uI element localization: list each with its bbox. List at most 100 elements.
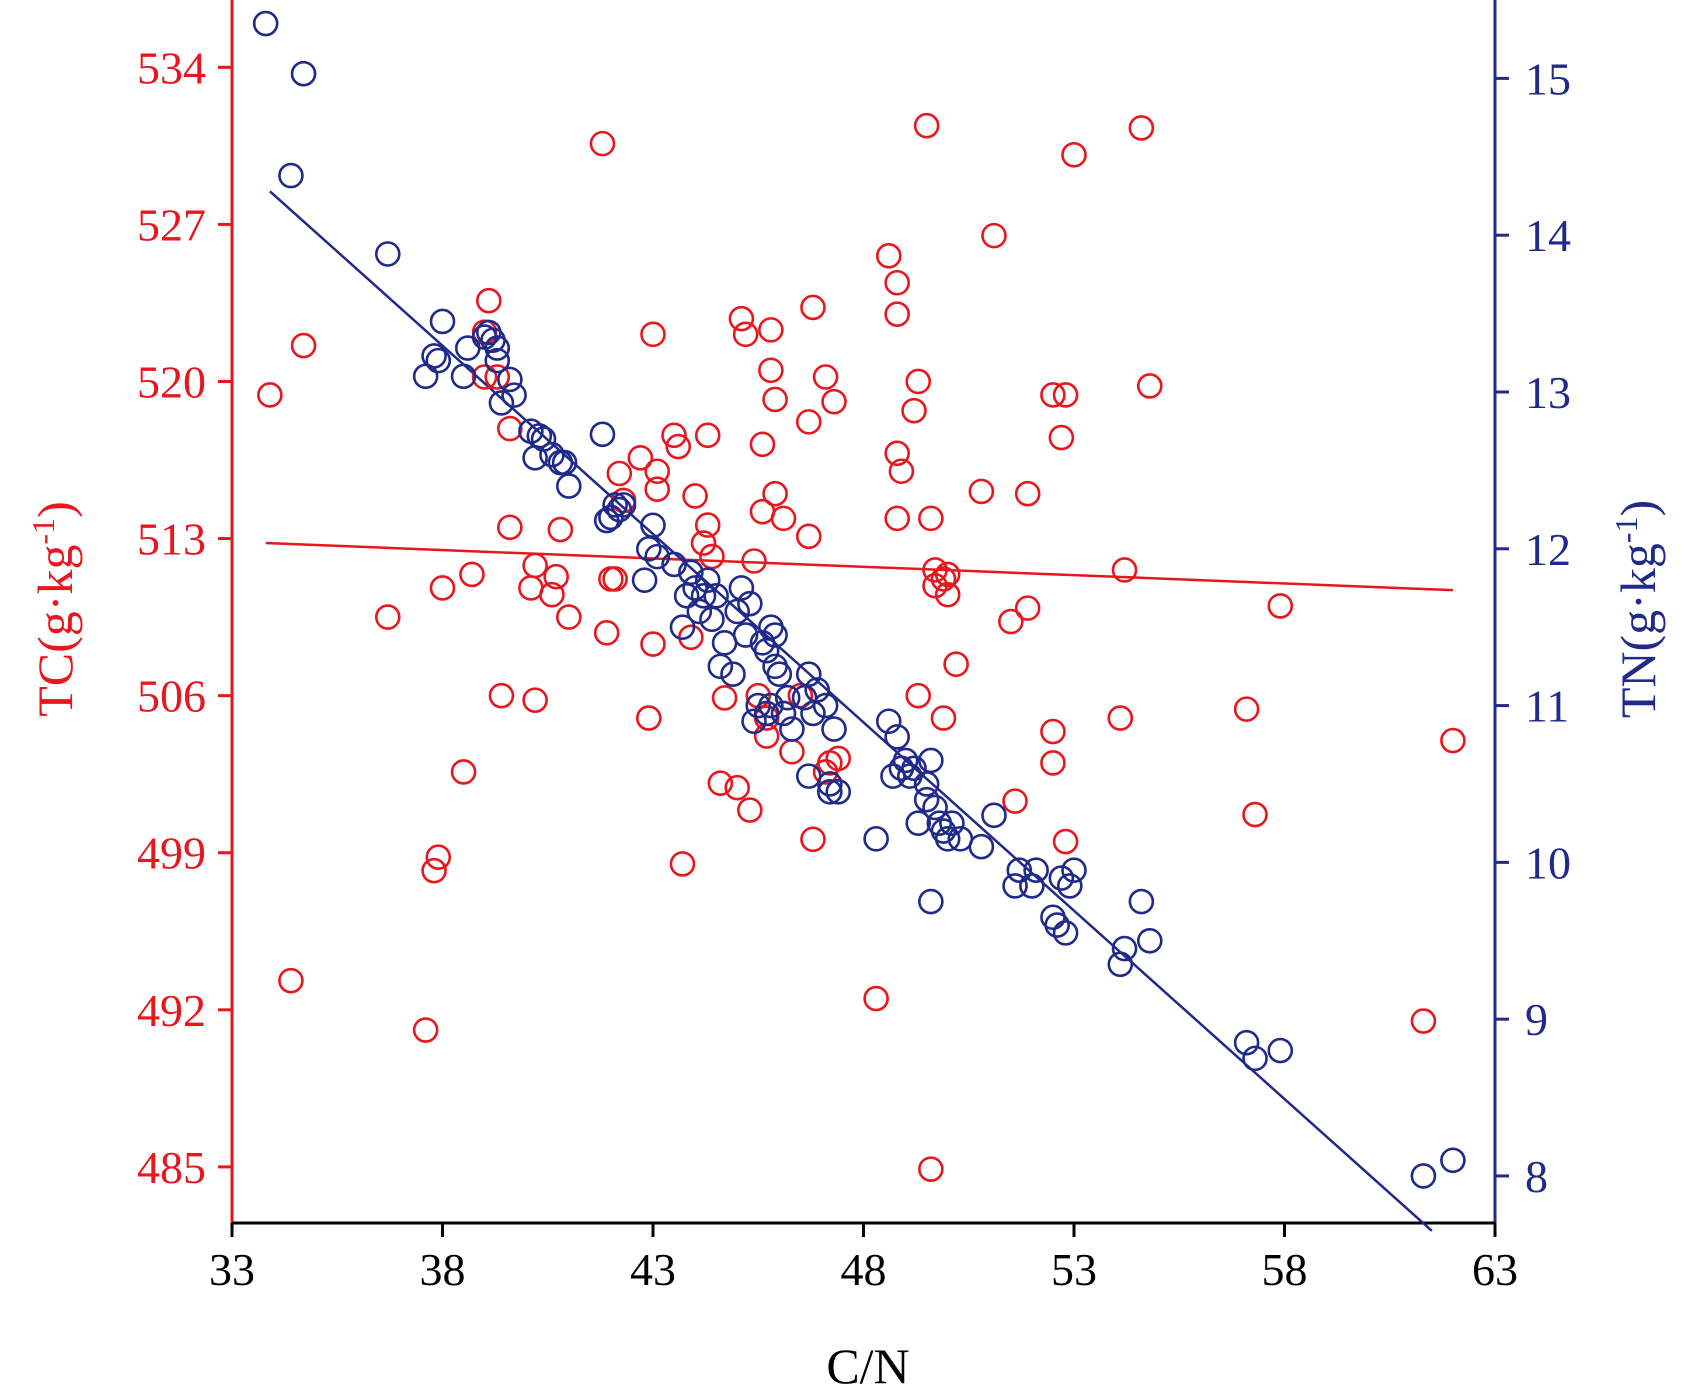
tc-point — [922, 557, 948, 583]
tc-point — [635, 705, 662, 731]
tn-point — [484, 347, 511, 374]
tn-point — [728, 575, 755, 601]
tn-point — [484, 335, 511, 361]
x-tick-label: 48 — [841, 1244, 887, 1295]
tn-point — [821, 716, 847, 742]
y-left-tick-label: 506 — [137, 671, 206, 722]
tc-point — [998, 608, 1024, 635]
tn-point — [1048, 865, 1075, 891]
y-right-tick-label: 11 — [1525, 681, 1569, 732]
tc-point — [762, 386, 788, 413]
tc-point — [1107, 705, 1134, 731]
tc-point — [644, 458, 671, 485]
tn-point — [1128, 888, 1155, 915]
tn-point — [501, 382, 527, 408]
tn-point — [1006, 857, 1033, 884]
x-tick-label: 33 — [209, 1244, 255, 1295]
tn-point — [875, 708, 902, 735]
tn-point — [678, 559, 704, 586]
tc-point — [1052, 382, 1079, 408]
tc-point — [690, 530, 717, 556]
x-tick-label: 43 — [630, 1244, 676, 1295]
tc-point — [471, 364, 498, 390]
tc-point — [981, 222, 1007, 249]
y-right-tick-label: 10 — [1525, 837, 1571, 888]
tn-point — [817, 779, 843, 805]
tc-point — [518, 575, 544, 601]
y-right-tick-label: 9 — [1525, 994, 1548, 1045]
tc-point — [884, 269, 910, 296]
tn-point — [686, 598, 713, 625]
tn-point — [610, 492, 637, 518]
tn-point — [640, 512, 666, 539]
tc-point — [1002, 788, 1028, 814]
tc-point — [694, 422, 721, 449]
tn-point — [1440, 1147, 1466, 1174]
tc-point — [800, 826, 826, 853]
y-left-tick-label: 513 — [137, 514, 206, 565]
tn-point — [290, 60, 317, 87]
tn-point — [1267, 1037, 1294, 1064]
tn-point — [606, 496, 633, 523]
tn-point — [758, 692, 784, 719]
tn-point — [711, 630, 738, 656]
tc-point — [522, 687, 548, 713]
tn-point — [779, 716, 805, 742]
tc-point — [762, 480, 788, 507]
tn-point — [1233, 1029, 1260, 1056]
tn-point — [884, 724, 910, 750]
tc-point — [943, 651, 969, 678]
x-tick-label: 58 — [1262, 1244, 1308, 1295]
tn-point — [497, 366, 523, 393]
tn-point — [555, 473, 582, 499]
tn-point — [488, 390, 515, 416]
tc-point — [425, 844, 452, 871]
tn-point — [905, 810, 932, 836]
tc-point — [821, 388, 847, 415]
tc-point — [1111, 557, 1138, 583]
tn-point — [766, 661, 793, 688]
tn-point — [1044, 912, 1070, 938]
x-tick-label: 38 — [420, 1244, 466, 1295]
tn-point — [863, 826, 889, 852]
tn-point — [770, 700, 797, 727]
tn-point — [1111, 935, 1138, 962]
tc-point — [905, 368, 932, 395]
tc-point — [627, 444, 654, 471]
tn-series — [252, 10, 1466, 1189]
x-tick-label: 53 — [1051, 1244, 1097, 1295]
tc-point — [884, 301, 910, 327]
tc-point — [913, 112, 940, 139]
trend-lines — [265, 190, 1453, 1232]
tc-point — [644, 476, 671, 503]
tn-point — [661, 551, 687, 578]
x-axis-title: C/N — [826, 1338, 909, 1394]
tc-point — [1040, 750, 1066, 776]
tn-point — [981, 802, 1007, 829]
y-left-tick-label: 527 — [137, 199, 206, 250]
tc-point — [749, 431, 776, 458]
tc-point — [863, 985, 889, 1012]
tc-point — [1052, 828, 1079, 855]
tc-point — [737, 797, 763, 823]
tc-point — [589, 130, 616, 157]
tc-point — [711, 685, 738, 711]
tn-point — [741, 708, 767, 735]
tc-point — [812, 364, 839, 390]
tc-point — [1014, 480, 1041, 507]
tc-point — [1233, 696, 1260, 722]
tc-point — [694, 512, 721, 538]
tc-point — [539, 581, 565, 608]
tn-point — [774, 684, 801, 711]
tn-point — [421, 343, 447, 369]
y-right-axis-title-sup: -1 — [1608, 517, 1644, 544]
tn-point — [669, 614, 696, 640]
tc-point — [918, 1156, 944, 1182]
tc-point — [602, 566, 628, 592]
tc-point — [669, 851, 696, 877]
tn-point — [737, 590, 763, 617]
tn-point — [1052, 920, 1079, 946]
tc-point — [728, 305, 755, 332]
tc-point — [741, 548, 767, 574]
tn-point — [922, 794, 948, 821]
